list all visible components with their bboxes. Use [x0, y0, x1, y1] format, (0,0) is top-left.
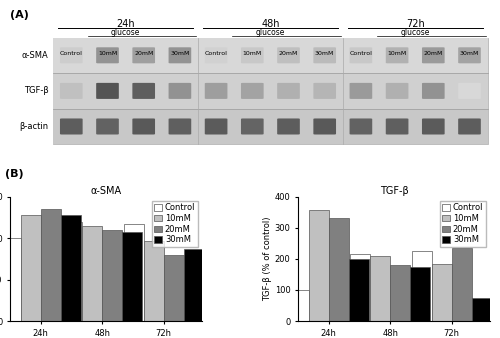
Bar: [309, 210, 328, 321]
FancyBboxPatch shape: [132, 47, 155, 63]
FancyBboxPatch shape: [314, 83, 336, 99]
Text: (A): (A): [10, 10, 29, 20]
Text: TGF-β: TGF-β: [24, 87, 48, 95]
Bar: [410, 267, 430, 321]
FancyBboxPatch shape: [277, 83, 300, 99]
FancyBboxPatch shape: [458, 47, 481, 63]
FancyBboxPatch shape: [60, 47, 82, 63]
Text: 30mM: 30mM: [315, 51, 334, 56]
Bar: [328, 218, 348, 321]
FancyBboxPatch shape: [96, 83, 119, 99]
Text: Control: Control: [204, 51, 228, 56]
Bar: [472, 298, 492, 321]
FancyBboxPatch shape: [422, 47, 444, 63]
Bar: [164, 255, 184, 321]
Text: 20mM: 20mM: [424, 51, 443, 56]
Bar: [53, 109, 488, 144]
FancyBboxPatch shape: [314, 47, 336, 63]
Bar: [62, 221, 82, 321]
FancyBboxPatch shape: [314, 118, 336, 135]
FancyBboxPatch shape: [205, 83, 228, 99]
FancyBboxPatch shape: [350, 118, 372, 135]
FancyBboxPatch shape: [277, 118, 300, 135]
Text: 30mM: 30mM: [460, 51, 479, 56]
Bar: [370, 256, 390, 321]
FancyBboxPatch shape: [132, 83, 155, 99]
FancyBboxPatch shape: [168, 118, 191, 135]
FancyBboxPatch shape: [422, 118, 444, 135]
FancyBboxPatch shape: [96, 47, 119, 63]
Text: glucose: glucose: [400, 27, 430, 37]
Legend: Control, 10mM, 20mM, 30mM: Control, 10mM, 20mM, 30mM: [152, 201, 198, 247]
Bar: [82, 226, 102, 321]
Text: 10mM: 10mM: [388, 51, 406, 56]
Legend: Control, 10mM, 20mM, 30mM: Control, 10mM, 20mM, 30mM: [440, 201, 486, 247]
Text: 72h: 72h: [406, 19, 424, 29]
Text: glucose: glucose: [111, 27, 140, 37]
Bar: [53, 38, 488, 144]
Text: glucose: glucose: [256, 27, 285, 37]
FancyBboxPatch shape: [241, 118, 264, 135]
Title: α-SMA: α-SMA: [90, 186, 122, 196]
Bar: [122, 232, 142, 321]
Bar: [1, 238, 21, 321]
FancyBboxPatch shape: [241, 83, 264, 99]
Bar: [289, 290, 309, 321]
Bar: [184, 249, 204, 321]
FancyBboxPatch shape: [60, 83, 82, 99]
FancyBboxPatch shape: [277, 47, 300, 63]
Bar: [390, 265, 410, 321]
FancyBboxPatch shape: [132, 118, 155, 135]
Text: Control: Control: [60, 51, 82, 56]
FancyBboxPatch shape: [350, 47, 372, 63]
Bar: [348, 259, 368, 321]
Bar: [432, 264, 452, 321]
FancyBboxPatch shape: [168, 47, 191, 63]
Text: Control: Control: [350, 51, 372, 56]
FancyBboxPatch shape: [350, 83, 372, 99]
Bar: [102, 230, 122, 321]
Bar: [53, 73, 488, 109]
FancyBboxPatch shape: [205, 118, 228, 135]
Title: TGF-β: TGF-β: [380, 186, 408, 196]
Bar: [53, 38, 488, 73]
Bar: [350, 254, 370, 321]
Text: (B): (B): [5, 169, 24, 179]
Text: β-actin: β-actin: [20, 122, 48, 131]
Bar: [21, 215, 40, 321]
FancyBboxPatch shape: [422, 83, 444, 99]
FancyBboxPatch shape: [96, 118, 119, 135]
Bar: [412, 251, 432, 321]
FancyBboxPatch shape: [458, 118, 481, 135]
FancyBboxPatch shape: [458, 83, 481, 99]
Text: 30mM: 30mM: [170, 51, 190, 56]
Text: 20mM: 20mM: [134, 51, 154, 56]
Y-axis label: TGF-β (% of control): TGF-β (% of control): [262, 217, 272, 301]
Bar: [144, 241, 164, 321]
Text: 48h: 48h: [261, 19, 280, 29]
Bar: [60, 215, 80, 321]
FancyBboxPatch shape: [168, 83, 191, 99]
Text: 10mM: 10mM: [98, 51, 117, 56]
Bar: [40, 209, 60, 321]
FancyBboxPatch shape: [241, 47, 264, 63]
FancyBboxPatch shape: [60, 118, 82, 135]
Text: α-SMA: α-SMA: [22, 51, 48, 60]
FancyBboxPatch shape: [386, 47, 408, 63]
FancyBboxPatch shape: [386, 118, 408, 135]
FancyBboxPatch shape: [386, 83, 408, 99]
Text: 24h: 24h: [116, 19, 135, 29]
Text: 10mM: 10mM: [242, 51, 262, 56]
Bar: [452, 248, 471, 321]
Text: 20mM: 20mM: [279, 51, 298, 56]
FancyBboxPatch shape: [205, 47, 228, 63]
Bar: [124, 224, 144, 321]
